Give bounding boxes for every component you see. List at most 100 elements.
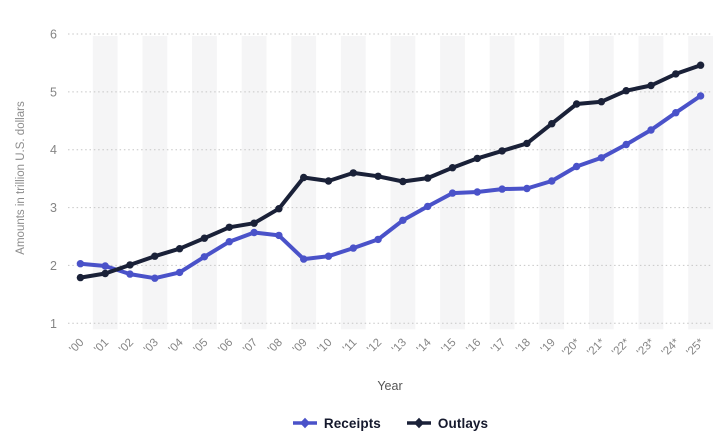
plot-band [291, 36, 317, 330]
data-point-receipts-'04[interactable] [175, 268, 184, 277]
y-axis-tick-labels: 1 2 3 4 5 6 [50, 28, 57, 331]
x-tick-label: '14 [415, 336, 435, 356]
plot-band [241, 36, 267, 330]
data-point-receipts-'13[interactable] [399, 216, 407, 224]
gridlines [68, 33, 713, 324]
x-tick-label: '21* [585, 336, 608, 359]
plot-band [440, 36, 465, 330]
x-tick-label: '24* [660, 336, 683, 359]
x-tick-label: '01 [92, 337, 111, 356]
data-point-receipts-'09[interactable] [300, 255, 308, 263]
data-point-receipts-'11[interactable] [349, 244, 357, 252]
data-point-outlays-'04[interactable] [175, 245, 184, 253]
data-point-receipts-'05[interactable] [200, 253, 209, 261]
data-point-outlays-'23*[interactable] [647, 81, 655, 90]
data-point-outlays-'12[interactable] [374, 172, 382, 180]
data-point-outlays-'01[interactable] [101, 269, 109, 278]
data-point-outlays-'11[interactable] [349, 169, 357, 177]
data-point-receipts-'14[interactable] [424, 202, 432, 211]
data-point-outlays-'09[interactable] [300, 173, 308, 182]
x-axis-title: Year [377, 379, 402, 393]
y-tick-label: 3 [50, 201, 57, 215]
x-tick-label: '23* [635, 336, 658, 359]
data-point-receipts-'20*[interactable] [572, 162, 581, 171]
data-point-outlays-'22*[interactable] [622, 87, 630, 95]
x-tick-label: '04 [167, 336, 187, 356]
x-tick-label: '00 [67, 337, 86, 356]
legend-marker-receipts [292, 417, 317, 429]
plot-band [588, 36, 614, 330]
y-tick-label: 2 [50, 259, 57, 273]
data-point-receipts-'19[interactable] [548, 177, 556, 185]
x-tick-label: '10 [316, 337, 335, 356]
data-point-outlays-'19[interactable] [548, 120, 556, 128]
legend-label-outlays: Outlays [437, 415, 489, 431]
x-tick-label: '11 [341, 337, 359, 355]
data-point-outlays-'24*[interactable] [672, 70, 680, 78]
data-point-outlays-'17[interactable] [498, 147, 506, 155]
data-point-receipts-'17[interactable] [498, 185, 506, 193]
x-tick-label: '03 [142, 337, 161, 356]
data-point-outlays-'07[interactable] [250, 219, 258, 227]
data-point-outlays-'02[interactable] [126, 261, 134, 269]
data-point-outlays-'10[interactable] [324, 177, 333, 185]
series-lines [76, 61, 705, 282]
data-point-outlays-'08[interactable] [275, 205, 283, 213]
data-point-receipts-'10[interactable] [324, 252, 333, 260]
x-axis-tick-labels: '00 '01 '02 '03 '04'05 '06 '07 '08 '09 '10 '11 '12 '… [67, 336, 707, 359]
data-point-outlays-'25*[interactable] [696, 61, 705, 69]
y-axis-title: Amounts in trillion U.S. dollars [15, 101, 27, 255]
data-point-receipts-'16[interactable] [473, 188, 481, 196]
data-point-receipts-'22*[interactable] [622, 140, 630, 149]
background-bands [92, 36, 713, 330]
legend-item-receipts[interactable]: Receipts [292, 416, 381, 431]
plot-band [688, 36, 713, 330]
data-point-receipts-'12[interactable] [374, 235, 382, 244]
x-tick-label: '09 [291, 337, 310, 356]
data-point-outlays-'14[interactable] [424, 174, 432, 182]
data-point-receipts-'08[interactable] [275, 231, 283, 240]
plot-band [192, 36, 217, 330]
data-point-receipts-'25*[interactable] [696, 92, 705, 100]
data-point-outlays-'00[interactable] [76, 273, 85, 282]
data-point-outlays-'20*[interactable] [572, 100, 581, 108]
x-tick-label: '19 [539, 337, 558, 356]
x-tick-label: '15 [440, 337, 459, 356]
data-point-outlays-'16[interactable] [473, 154, 481, 163]
data-point-receipts-'23*[interactable] [647, 126, 655, 134]
data-point-receipts-'24*[interactable] [672, 109, 680, 117]
data-point-outlays-'18[interactable] [523, 139, 531, 148]
data-point-outlays-'13[interactable] [399, 177, 407, 186]
data-point-receipts-'00[interactable] [76, 260, 85, 268]
y-tick-label: 6 [50, 28, 57, 42]
x-tick-label: '17 [489, 337, 508, 356]
x-tick-label: '05 [191, 337, 210, 356]
data-point-receipts-'15[interactable] [448, 189, 457, 197]
line-chart-plot: 1 2 3 4 5 6 '00 '01 '02 '03 '04'05 '06 '07 '08 '09 '10… [15, 28, 713, 393]
data-point-receipts-'01[interactable] [101, 262, 109, 270]
data-point-outlays-'05[interactable] [200, 234, 209, 242]
plot-band [92, 36, 118, 330]
data-point-receipts-'07[interactable] [250, 228, 258, 237]
x-tick-label: '06 [216, 337, 235, 356]
data-point-outlays-'21*[interactable] [597, 98, 606, 106]
x-tick-label: '13 [390, 337, 409, 356]
legend-item-outlays[interactable]: Outlays [406, 415, 489, 431]
data-point-receipts-'21*[interactable] [597, 154, 606, 162]
data-point-receipts-'18[interactable] [523, 184, 531, 193]
plot-band [142, 36, 168, 330]
x-tick-label: '02 [117, 337, 136, 356]
data-point-outlays-'03[interactable] [151, 252, 159, 260]
series-line-receipts [78, 93, 703, 281]
x-tick-label: '25* [684, 336, 707, 359]
data-point-outlays-'15[interactable] [448, 164, 457, 172]
y-tick-label: 5 [50, 85, 57, 99]
series-outlays [76, 61, 705, 282]
legend-marker-outlays [406, 417, 431, 429]
data-point-receipts-'03[interactable] [151, 274, 159, 282]
data-point-outlays-'06[interactable] [225, 223, 233, 231]
data-point-receipts-'06[interactable] [225, 238, 233, 246]
data-point-receipts-'02[interactable] [126, 270, 134, 278]
y-tick-label: 4 [50, 143, 57, 157]
